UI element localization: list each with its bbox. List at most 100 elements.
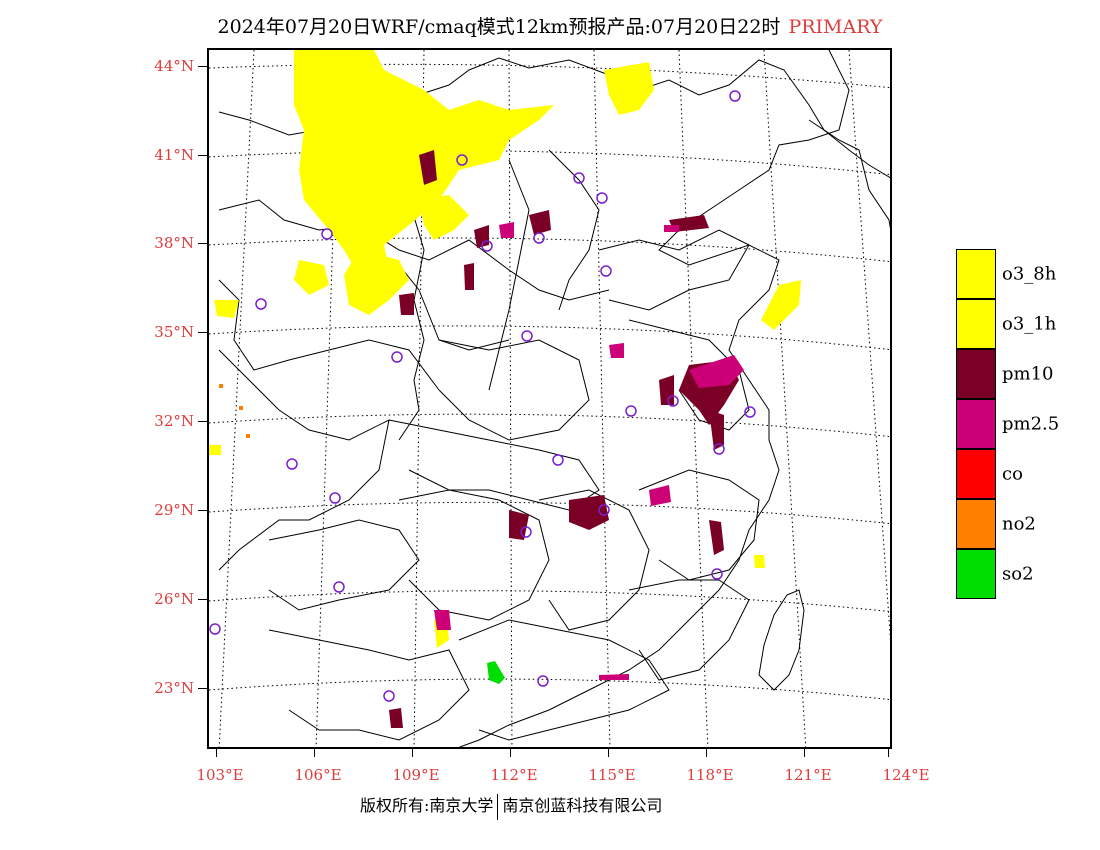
pm25-jiangsu [689, 355, 744, 388]
pm10-shanxi [474, 225, 489, 248]
lon-label-112: 112°E [490, 766, 538, 784]
lat-tick [198, 332, 207, 333]
graticule [209, 50, 890, 747]
station-marker[interactable] [533, 232, 545, 244]
station-marker[interactable] [456, 154, 468, 166]
station-marker[interactable] [667, 395, 679, 407]
grid-lat-23 [209, 678, 890, 701]
station-marker[interactable] [744, 406, 756, 418]
o3-region-northeast [604, 62, 654, 115]
map-title: 2024年07月20日WRF/cmaq模式12km预报产品:07月20日22时 P… [0, 12, 1100, 39]
no2-areas [219, 384, 250, 438]
lon-label-121: 121°E [784, 766, 832, 784]
pm25-areas [434, 222, 744, 680]
station-marker[interactable] [537, 675, 549, 687]
station-marker[interactable] [255, 298, 267, 310]
lon-tick [412, 749, 413, 757]
legend-label: so2 [1002, 563, 1034, 585]
pm10-gansu [464, 263, 474, 290]
pm25-guangxi [434, 610, 451, 630]
legend-swatch [956, 299, 996, 349]
station-marker[interactable] [596, 192, 608, 204]
station-marker[interactable] [329, 492, 341, 504]
station-marker[interactable] [711, 568, 723, 580]
so2-guangdong [487, 661, 505, 684]
border-gansu [218, 279, 440, 391]
lat-label-29: 29°N [154, 501, 194, 519]
pm10-inner-mongolia [419, 150, 437, 185]
o3-region-north-china [419, 195, 469, 240]
pm25-henan [609, 343, 624, 358]
o3-region-sichuan [214, 300, 239, 318]
station-markers [209, 90, 756, 702]
lat-label-41: 41°N [154, 146, 194, 164]
lon-tick [314, 749, 315, 757]
no2-point [239, 406, 243, 410]
legend-swatch [956, 399, 996, 449]
lon-tick [608, 749, 609, 757]
station-marker[interactable] [625, 405, 637, 417]
border-henan [438, 339, 590, 441]
o3-areas [209, 50, 801, 648]
o3-region-yellow-sea [761, 280, 801, 330]
grid-lat-35 [209, 325, 890, 351]
border-hebei [548, 149, 600, 311]
legend-swatch [956, 549, 996, 599]
lat-tick [198, 421, 207, 422]
legend-label: o3_8h [1002, 263, 1057, 285]
lat-label-38: 38°N [154, 234, 194, 252]
lat-label-23: 23°N [154, 679, 194, 697]
lat-tick [198, 688, 207, 689]
o3-region-sichuan-west [209, 445, 221, 455]
footer-divider [497, 793, 499, 820]
copyright-owner: 版权所有:南京大学 [360, 796, 494, 815]
grid-lat-38 [209, 237, 890, 263]
pm25-guangdong [599, 674, 629, 680]
legend-swatch [956, 499, 996, 549]
coastline-korea [808, 119, 890, 230]
lon-tick [216, 749, 217, 757]
legend-swatch [956, 349, 996, 399]
station-marker[interactable] [286, 458, 298, 470]
lat-label-35: 35°N [154, 323, 194, 341]
station-marker[interactable] [333, 581, 345, 593]
station-marker[interactable] [729, 90, 741, 102]
border-jiangxi [538, 489, 650, 631]
station-marker[interactable] [713, 443, 725, 455]
border-inner-mongolia [218, 199, 610, 301]
station-marker[interactable] [598, 504, 610, 516]
title-text: 2024年07月20日WRF/cmaq模式12km预报产品:07月20日22时 [217, 16, 781, 38]
map-canvas [209, 50, 890, 747]
station-marker[interactable] [481, 240, 493, 252]
lon-tick [804, 749, 805, 757]
station-marker[interactable] [321, 228, 333, 240]
lat-tick [198, 243, 207, 244]
border-zhejiang [638, 469, 760, 581]
title-tag: PRIMARY [788, 16, 883, 38]
legend-label: no2 [1002, 513, 1036, 535]
pm10-fujian [709, 520, 724, 555]
lon-label-118: 118°E [686, 766, 734, 784]
lat-label-44: 44°N [154, 57, 194, 75]
lon-tick [888, 749, 889, 757]
map-area[interactable] [207, 48, 892, 749]
lat-label-26: 26°N [154, 590, 194, 608]
lat-tick [198, 599, 207, 600]
border-fujian [628, 579, 750, 681]
pm10-yunnan [389, 708, 403, 728]
station-marker[interactable] [520, 526, 532, 538]
grid-lon-121 [763, 50, 807, 747]
lat-tick [198, 510, 207, 511]
lon-label-106: 106°E [294, 766, 342, 784]
province-boundaries [218, 50, 890, 747]
station-marker[interactable] [600, 265, 612, 277]
so2-areas [487, 661, 505, 684]
station-marker[interactable] [573, 172, 585, 184]
station-marker[interactable] [391, 351, 403, 363]
station-marker[interactable] [383, 690, 395, 702]
station-marker[interactable] [552, 454, 564, 466]
station-marker[interactable] [209, 623, 221, 635]
lon-label-109: 109°E [392, 766, 440, 784]
station-marker[interactable] [521, 330, 533, 342]
border-guizhou [268, 519, 420, 611]
